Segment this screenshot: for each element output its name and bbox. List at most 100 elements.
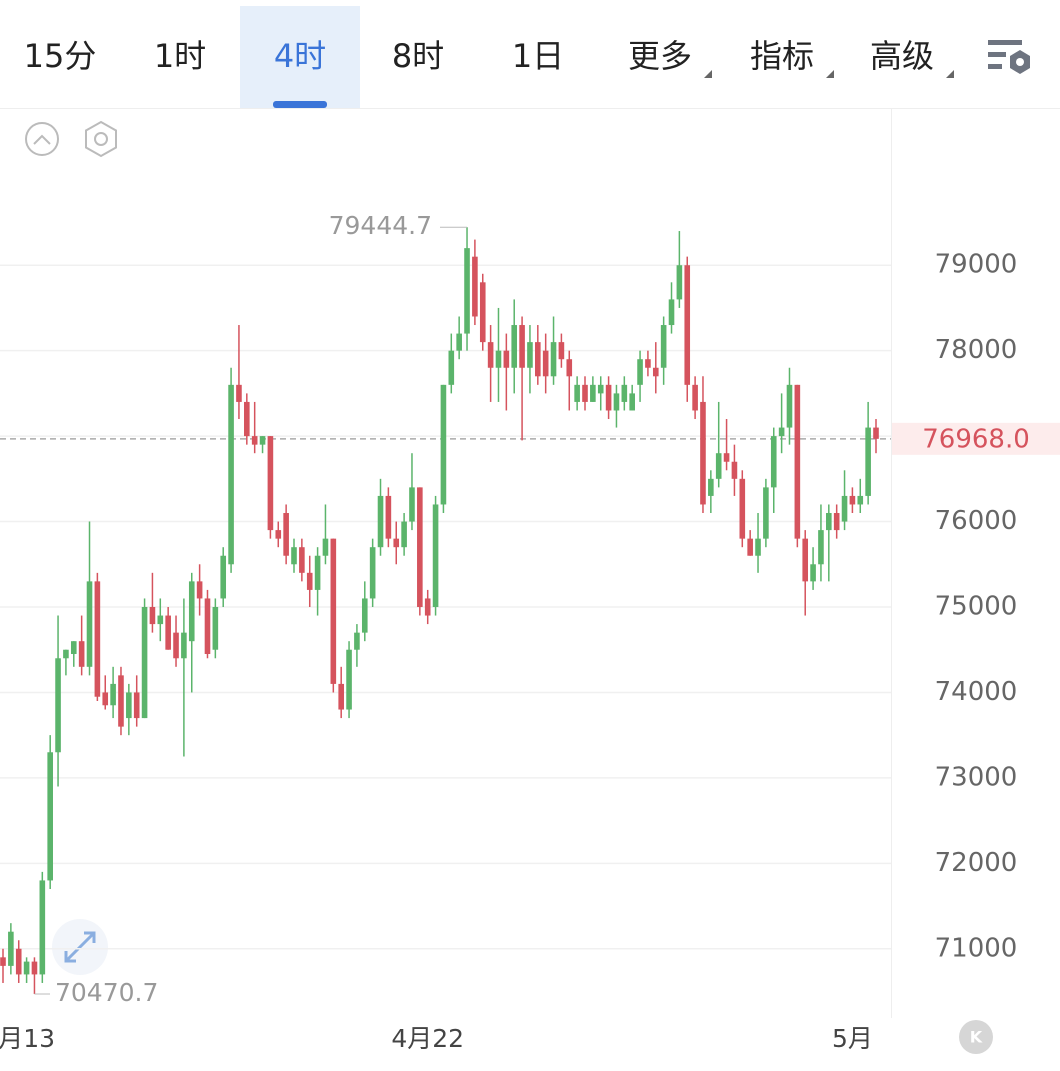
candle-body	[259, 436, 266, 445]
candle-body	[196, 581, 203, 599]
candle-body	[692, 384, 698, 411]
y-tick-label: 71000	[935, 933, 1018, 963]
candle-body	[275, 530, 282, 539]
candle-body	[228, 384, 234, 565]
candle-body	[778, 427, 785, 437]
candle-body	[621, 384, 628, 402]
candle-body	[511, 325, 518, 368]
timeframe-tab[interactable]: 更多	[628, 37, 692, 75]
candle-body	[244, 401, 250, 437]
candle-body	[841, 495, 848, 522]
timeframe-tab[interactable]: 1日	[512, 37, 564, 75]
candle-body	[8, 931, 14, 966]
y-tick-label: 76000	[935, 506, 1018, 536]
candle-body	[574, 384, 580, 402]
candle-body	[487, 342, 494, 368]
x-tick-label: 5月	[832, 1024, 873, 1053]
candle-body	[306, 572, 313, 590]
candle-body	[582, 384, 588, 402]
candle-body	[23, 961, 30, 975]
candle-body	[802, 538, 809, 582]
candle-body	[31, 961, 38, 975]
timeframe-tab[interactable]: 高级	[870, 37, 934, 75]
candle-body	[786, 384, 793, 428]
candle-body	[432, 504, 439, 608]
candle-body	[55, 658, 61, 753]
candle-body	[251, 436, 258, 445]
last-price-label: 76968.0	[922, 424, 1030, 454]
candle-body	[715, 453, 722, 479]
expand-icon[interactable]	[52, 919, 108, 975]
candle-body	[291, 547, 297, 565]
y-tick-label: 73000	[935, 762, 1018, 792]
last-price-box	[892, 422, 1060, 455]
candle-body	[605, 384, 612, 411]
candle-body	[826, 513, 832, 531]
candle-body	[849, 495, 856, 505]
candle-body	[660, 325, 667, 368]
active-tab-indicator	[273, 101, 327, 108]
candle-body	[236, 384, 242, 402]
candle-body	[550, 342, 557, 377]
candle-body	[597, 384, 604, 394]
x-tick-label: 4月22	[391, 1024, 464, 1053]
candle-body	[645, 359, 651, 368]
candle-body	[708, 478, 714, 496]
candle-body	[338, 683, 344, 710]
collapse-icon[interactable]	[25, 122, 59, 156]
timeframe-tab[interactable]: 15分	[24, 37, 97, 75]
timeframe-tab[interactable]: 4时	[274, 37, 326, 75]
candle-body	[865, 427, 871, 496]
candle-body	[755, 538, 761, 556]
y-tick-label: 75000	[935, 592, 1018, 622]
candle-body	[330, 538, 337, 684]
candle-body	[590, 384, 596, 402]
timeframe-tab[interactable]: 1时	[154, 37, 206, 75]
candle-body	[110, 683, 116, 706]
candle-body	[472, 256, 478, 317]
candle-body	[535, 342, 541, 377]
candle-body	[527, 342, 533, 368]
candle-body	[409, 487, 415, 522]
candle-body	[794, 384, 801, 539]
candle-body	[731, 461, 738, 479]
dropdown-caret	[826, 70, 834, 78]
candle-body	[102, 692, 109, 706]
max-label: 79444.7	[329, 211, 432, 240]
candle-body	[393, 538, 400, 548]
dropdown-caret	[946, 70, 954, 78]
min-label: 70470.7	[55, 978, 158, 1007]
candle-body	[47, 752, 53, 881]
candle-body	[39, 880, 46, 975]
candle-body	[346, 649, 352, 710]
candle-body	[267, 436, 274, 531]
candle-body	[126, 692, 132, 719]
y-tick-label: 72000	[935, 848, 1018, 878]
settings-icon[interactable]	[988, 40, 1030, 74]
svg-text:K: K	[970, 1028, 983, 1047]
candle-body	[377, 495, 384, 548]
candle-body	[118, 675, 124, 727]
candle-body	[613, 393, 620, 411]
candle-body	[763, 487, 769, 539]
candle-body	[322, 538, 329, 556]
candle-body	[873, 427, 879, 439]
candle-body	[15, 948, 22, 975]
timeframe-tab[interactable]: 指标	[750, 37, 814, 75]
candle-body	[448, 350, 455, 385]
candle-body	[78, 641, 85, 667]
candle-body	[810, 564, 816, 582]
candle-body	[629, 393, 635, 411]
candle-body	[818, 530, 824, 565]
candle-body	[63, 649, 69, 659]
reset-icon[interactable]: K	[959, 1020, 993, 1054]
candle-body	[668, 299, 675, 326]
timeframe-tab[interactable]: 8时	[392, 37, 444, 75]
active-tab-bg	[240, 6, 360, 108]
candle-body	[424, 598, 431, 616]
candle-body	[0, 957, 6, 966]
candle-body	[479, 282, 486, 343]
candle-body	[299, 547, 305, 573]
indicator-settings-icon[interactable]	[85, 120, 117, 158]
y-tick-label: 78000	[935, 335, 1018, 365]
